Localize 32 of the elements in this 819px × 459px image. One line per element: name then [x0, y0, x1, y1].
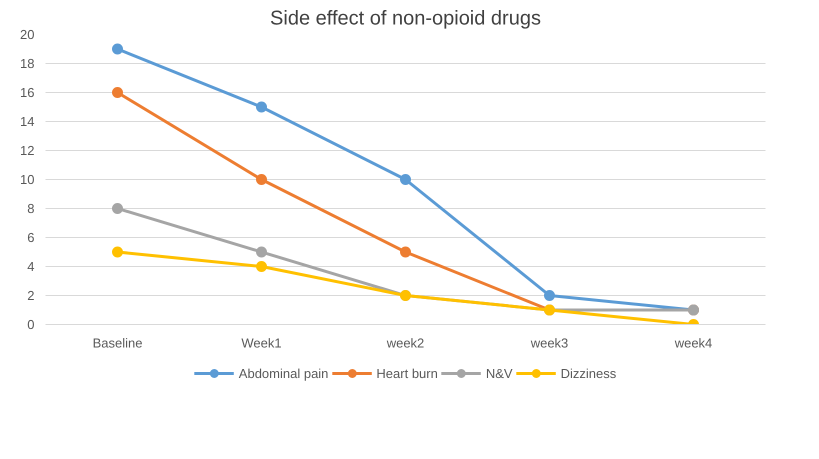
x-tick-label: Week1 [241, 336, 282, 350]
point [256, 102, 267, 112]
y-tick-label: 14 [20, 114, 35, 129]
x-tick-label: Baseline [92, 336, 142, 350]
point [256, 174, 267, 185]
point [544, 290, 555, 301]
x-tick-label: week2 [386, 336, 424, 350]
point [256, 246, 267, 258]
x-tick-label: week4 [674, 336, 712, 350]
y-tick-label: 6 [27, 230, 35, 245]
y-tick-label: 20 [20, 27, 35, 42]
point [400, 246, 411, 258]
point [400, 174, 411, 185]
y-tick-label: 0 [27, 317, 35, 332]
point [112, 246, 123, 258]
chart-title: Side effect of non-opioid drugs [270, 8, 541, 30]
y-tick-label: 4 [27, 259, 35, 274]
y-tick-label: 12 [20, 143, 35, 158]
point [112, 203, 123, 214]
point [112, 44, 123, 54]
point [256, 261, 267, 272]
legend-label: Abdominal pain [238, 366, 328, 380]
y-tick-label: 8 [27, 201, 35, 216]
y-tick-label: 2 [27, 288, 35, 303]
legend-label: N&V [486, 366, 513, 380]
y-tick-label: 10 [20, 172, 35, 187]
x-tick-label: week3 [530, 336, 568, 350]
y-tick-label: 18 [20, 56, 35, 71]
legend-label: Dizziness [560, 366, 616, 380]
y-tick-label: 16 [20, 85, 35, 100]
point [112, 87, 123, 98]
legend-label: Heart burn [376, 366, 438, 380]
